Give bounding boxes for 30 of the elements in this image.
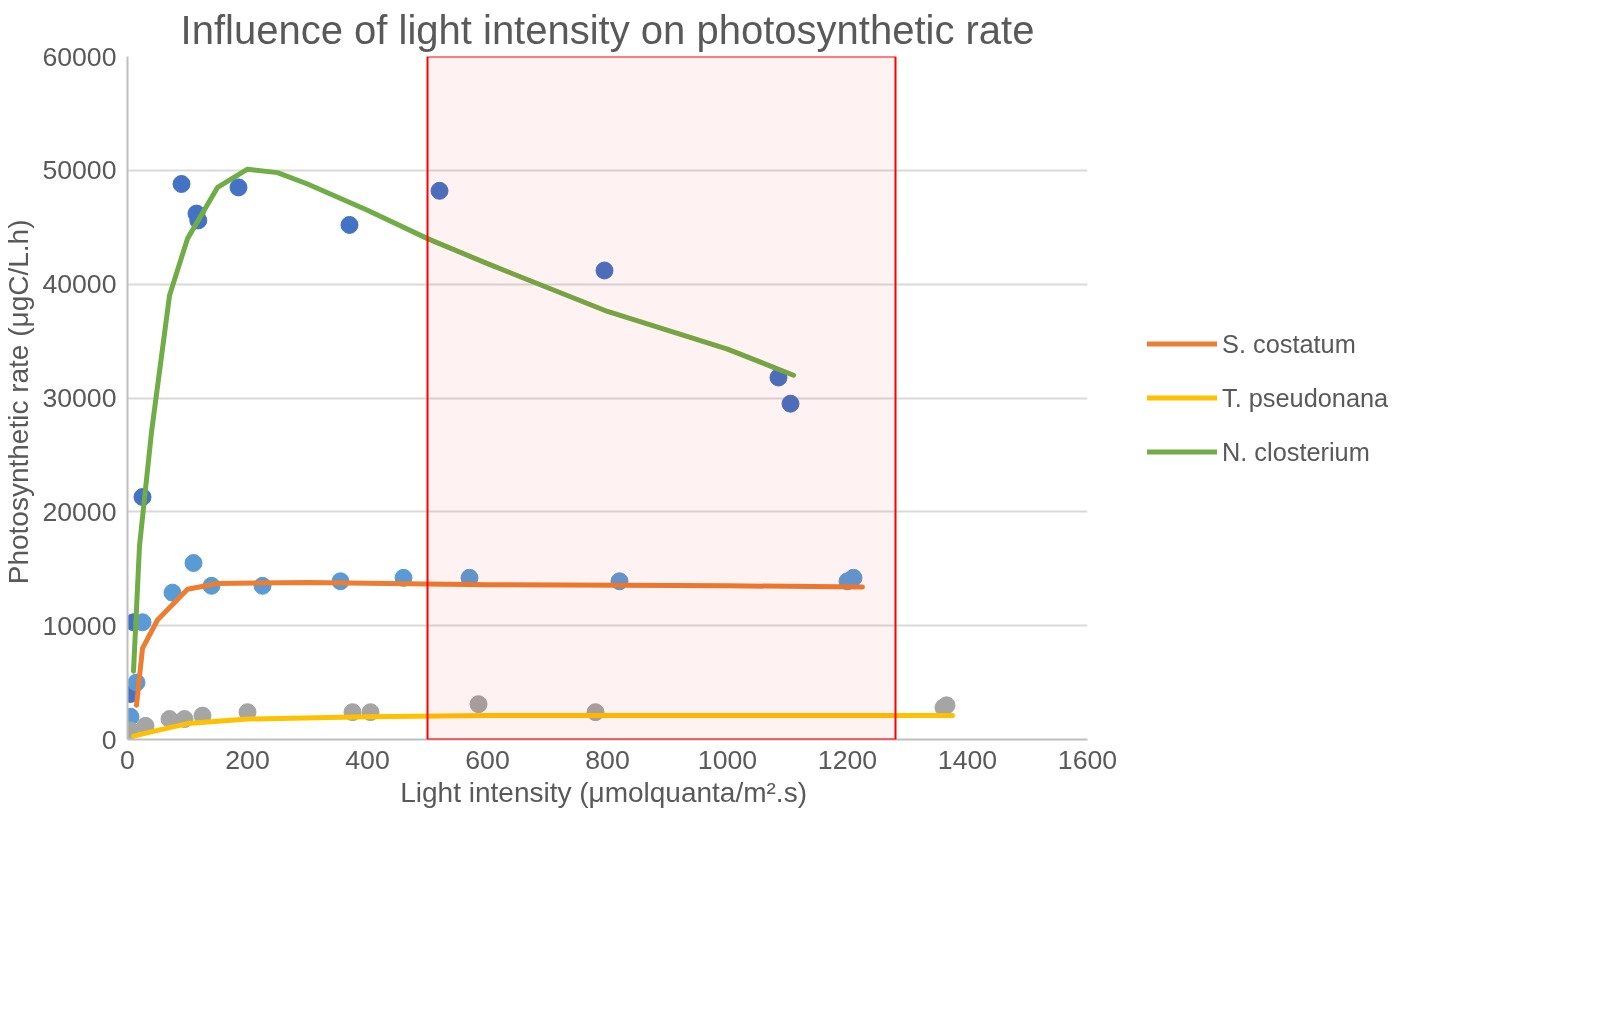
x-tick-label: 800 — [585, 744, 630, 775]
x-tick-label: 1200 — [817, 744, 878, 775]
point — [430, 181, 449, 200]
y-tick-label: 0 — [101, 724, 117, 755]
chart-title: Influence of light intensity on photosynthetic rate — [180, 7, 1035, 52]
x-tick-label: 1600 — [1057, 744, 1118, 775]
x-tick-label: 200 — [225, 744, 270, 775]
y-tick-label: 30000 — [42, 383, 117, 413]
legend-label: S. costatum — [1222, 329, 1356, 358]
y-tick-label: 60000 — [42, 41, 117, 72]
x-tick-label: 1000 — [697, 744, 758, 775]
y-tick-label: 50000 — [42, 155, 117, 186]
legend-label: T. pseudonana — [1222, 383, 1389, 412]
point — [340, 215, 359, 234]
y-axis-title: Photosynthetic rate (μgC/L.h) — [3, 219, 35, 585]
x-tick-label: 400 — [345, 744, 390, 775]
legend-label: N. closterium — [1222, 437, 1370, 466]
point — [781, 394, 800, 413]
y-tick-label: 40000 — [42, 269, 117, 300]
point — [184, 554, 203, 573]
point — [229, 178, 248, 197]
point — [595, 261, 614, 280]
point — [469, 695, 488, 714]
point — [844, 568, 863, 587]
y-tick-label: 10000 — [42, 610, 117, 641]
x-tick-label: 1400 — [937, 744, 998, 775]
x-tick-label: 600 — [465, 744, 510, 775]
x-axis-title: Light intensity (μmolquanta/m².s) — [400, 776, 807, 808]
y-tick-label: 20000 — [42, 496, 117, 527]
point — [172, 175, 191, 193]
